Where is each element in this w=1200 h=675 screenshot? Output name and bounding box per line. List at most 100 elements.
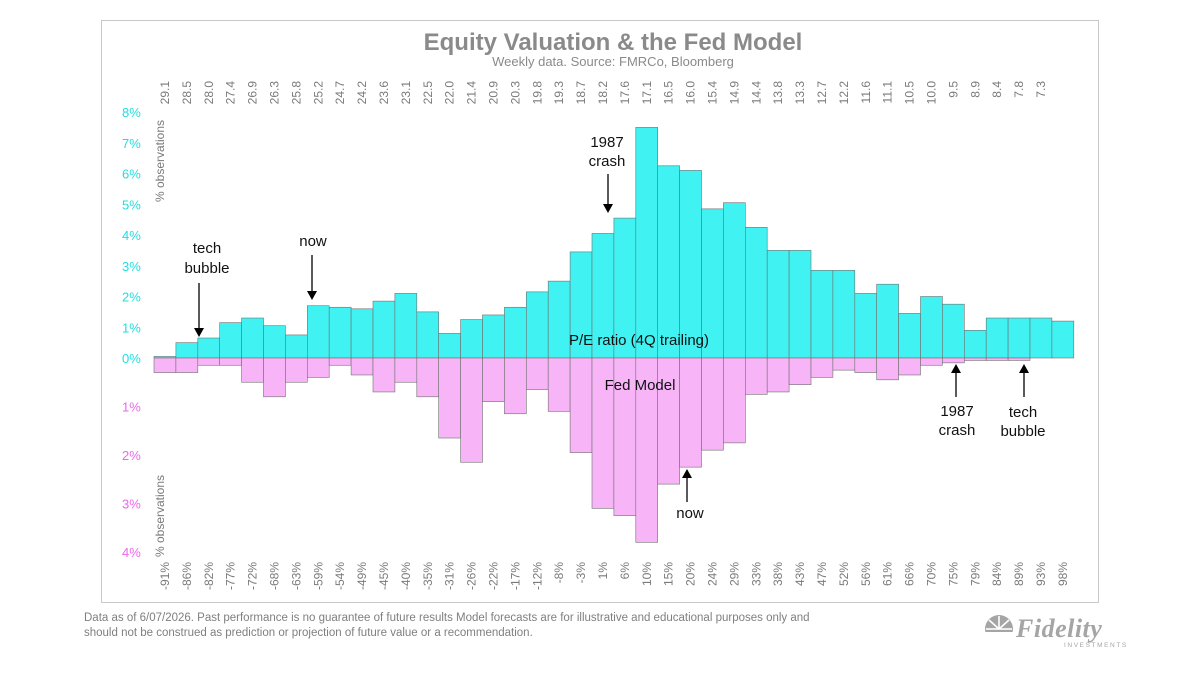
bar-pe-27	[744, 227, 768, 359]
chart-svg: Equity Valuation & the Fed Model Weekly …	[122, 29, 1075, 590]
bar-pe-11	[394, 293, 418, 359]
tick-top-1: 28.5	[180, 81, 194, 105]
bar-pe-36	[942, 303, 965, 359]
tick-bottom-9: -49%	[355, 562, 369, 590]
bar-fed-15	[482, 357, 505, 402]
tick-bottom-38: 84%	[990, 562, 1004, 586]
tick-bottom-32: 56%	[859, 562, 873, 586]
tick-bottom-26: 29%	[727, 562, 741, 586]
chart-title: Equity Valuation & the Fed Model	[424, 29, 803, 56]
bar-fed-19	[569, 357, 593, 453]
bar-fed-36	[942, 357, 965, 364]
tick-bottom-24: 20%	[684, 562, 698, 586]
bar-pe-13	[438, 333, 461, 359]
annotation-tech-bubble-bottom-line1: tech	[1009, 404, 1037, 421]
bar-pe-32	[854, 293, 877, 359]
bar-fed-24	[679, 357, 702, 468]
tick-top-37: 8.9	[968, 81, 982, 98]
y-bottom-tick-0: 1%	[122, 400, 141, 415]
tick-bottom-18: -8%	[552, 562, 566, 584]
tick-bottom-19: -3%	[574, 562, 588, 584]
tick-bottom-39: 89%	[1012, 562, 1026, 586]
bar-pe-18	[547, 280, 571, 359]
arrowhead-tech-bubble-top	[194, 328, 204, 337]
tick-bottom-11: -40%	[399, 562, 413, 590]
bar-pe-41	[1051, 320, 1075, 359]
y-bottom-tick-2: 3%	[122, 497, 141, 512]
tick-top-29: 13.3	[793, 81, 807, 105]
annotation-crash-top-line1: 1987	[590, 134, 623, 151]
annotation-now-bottom-text: now	[676, 505, 704, 522]
bar-fed-12	[416, 357, 439, 398]
bar-fed-28	[766, 357, 790, 393]
arrowhead-crash-top	[603, 204, 613, 213]
tick-top-34: 10.5	[903, 81, 917, 105]
tick-top-38: 8.4	[990, 81, 1004, 98]
bar-fed-27	[744, 357, 768, 395]
bar-pe-23	[657, 165, 680, 359]
tick-bottom-2: -82%	[202, 562, 216, 590]
chart-frame: Equity Valuation & the Fed Model Weekly …	[101, 20, 1099, 603]
tick-bottom-41: 98%	[1056, 562, 1070, 586]
y-bottom-tick-3: 4%	[122, 545, 141, 560]
footer-disclaimer-line1: Data as of 6/07/2026. Past performance i…	[84, 612, 810, 624]
annotation-crash-bottom-line2: crash	[939, 422, 976, 439]
bar-pe-40	[1029, 317, 1053, 359]
tick-bottom-22: 10%	[640, 562, 654, 586]
bar-pe-5	[263, 325, 286, 359]
bar-pe-4	[241, 317, 264, 359]
tick-top-28: 13.8	[771, 81, 785, 105]
bar-fed-38	[985, 357, 1009, 361]
tick-top-21: 17.6	[618, 81, 632, 105]
tick-bottom-6: -63%	[289, 562, 303, 590]
bar-fed-13	[438, 357, 461, 439]
bar-fed-30	[810, 357, 834, 378]
footer-disclaimer: Data as of 6/07/2026. Past performance i…	[84, 611, 864, 641]
tick-top-23: 16.5	[662, 81, 676, 105]
bar-pe-15	[482, 314, 505, 359]
tick-top-33: 11.1	[881, 81, 895, 104]
bar-pe-7	[307, 305, 330, 359]
bar-pe-14	[460, 319, 483, 359]
arrowhead-now-bottom	[682, 469, 692, 478]
tick-top-10: 23.6	[377, 81, 391, 105]
bar-pe-26	[723, 202, 746, 359]
tick-top-8: 24.7	[333, 81, 347, 105]
tick-top-5: 26.3	[267, 81, 281, 105]
tick-top-9: 24.2	[355, 81, 369, 105]
tick-top-17: 19.8	[530, 81, 544, 105]
arrowhead-crash-bottom	[951, 364, 961, 373]
tick-top-7: 25.2	[311, 81, 325, 105]
bar-fed-3	[219, 357, 242, 366]
bar-fed-25	[701, 357, 724, 451]
bar-pe-29	[788, 250, 812, 359]
bar-fed-1	[175, 357, 199, 373]
y-top-tick-2: 6%	[122, 167, 141, 182]
tick-top-4: 26.9	[246, 81, 260, 105]
bar-fed-5	[263, 357, 286, 398]
bar-pe-33	[876, 283, 899, 359]
bar-fed-29	[788, 357, 812, 385]
annotation-now-top-text: now	[299, 233, 327, 250]
tick-bottom-17: -12%	[530, 562, 544, 590]
bar-fed-9	[350, 357, 374, 376]
brand-subtext: INVESTMENTS	[1064, 642, 1128, 649]
y-top-tick-4: 4%	[122, 228, 141, 243]
bar-pe-8	[328, 306, 352, 359]
y-bottom-tick-1: 2%	[122, 448, 141, 463]
annotation-tech-bubble-bottom-line2: bubble	[1000, 423, 1045, 440]
tick-bottom-4: -72%	[246, 562, 260, 590]
series-label-pe: P/E ratio (4Q trailing)	[569, 332, 709, 349]
tick-top-13: 22.0	[443, 81, 457, 105]
tick-bottom-34: 66%	[903, 562, 917, 586]
annotation-crash-bottom: 1987 crash	[939, 364, 976, 439]
tick-top-18: 19.3	[552, 81, 566, 105]
bar-pe-6	[285, 334, 308, 359]
tick-bottom-33: 61%	[881, 562, 895, 586]
bar-fed-7	[307, 357, 330, 378]
bar-pe-17	[525, 291, 549, 359]
tick-top-12: 22.5	[421, 81, 435, 105]
tick-bottom-35: 70%	[924, 562, 938, 586]
annotation-now-bottom: now	[676, 469, 704, 522]
bar-fed-39	[1007, 357, 1031, 361]
